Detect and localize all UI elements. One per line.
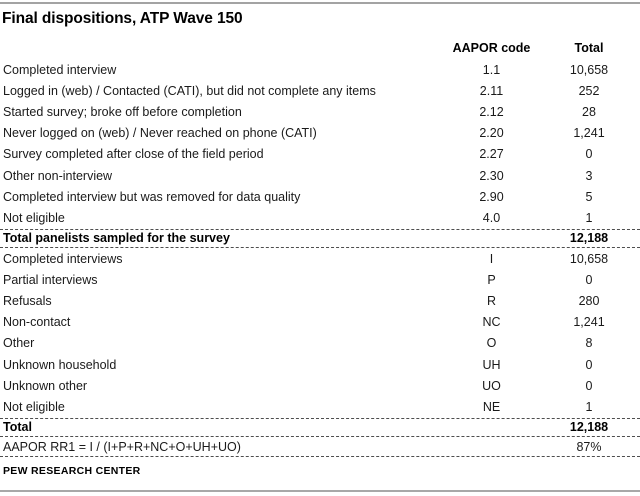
table-row: Refusals R 280 [0,290,640,311]
row-label: Non-contact [3,315,71,330]
top-rule [0,2,640,4]
row-label: Unknown other [3,378,88,393]
row-total: 5 [585,189,593,204]
total-sampled-row: Total panelists sampled for the survey 1… [0,228,640,248]
row-total: 1,241 [573,315,605,330]
table-row: Partial interviews P 0 [0,269,640,290]
table-header-row: AAPOR code Total [0,28,640,59]
row-aapor-code: NC [482,315,501,330]
row-label: Completed interviews [3,251,123,266]
row-label: Total panelists sampled for the survey [3,231,230,246]
row-aapor-code: 2.20 [479,126,504,141]
row-label: AAPOR RR1 = I / (I+P+R+NC+O+UH+UO) [3,439,241,454]
row-label: Completed interview but was removed for … [3,189,301,204]
row-total: 252 [578,83,600,98]
row-label: Not eligible [3,399,65,414]
row-label: Refusals [3,293,52,308]
pew-research-center-wordmark: PEW RESEARCH CENTER [3,465,141,477]
row-total: 0 [585,357,593,372]
table-row: Never logged on (web) / Never reached on… [0,123,640,144]
table-row: Not eligible NE 1 [0,396,640,417]
row-label: Other non-interview [3,168,113,183]
row-total: 8 [585,336,593,351]
row-label: Not eligible [3,210,65,225]
table-row: Unknown household UH 0 [0,354,640,375]
row-label: Logged in (web) / Contacted (CATI), but … [3,83,376,98]
table-row: Other O 8 [0,333,640,354]
row-aapor-code: 2.12 [479,104,504,119]
table-row: Started survey; broke off before complet… [0,101,640,122]
table-row: Non-contact NC 1,241 [0,312,640,333]
row-total: 10,658 [569,62,609,77]
table-row: Not eligible 4.0 1 [0,207,640,228]
row-label: Never logged on (web) / Never reached on… [3,126,317,141]
row-total: 12,188 [569,231,609,246]
row-total: 10,658 [569,251,609,266]
aapor-category-rows: Completed interviews I 10,658 Partial in… [0,248,640,418]
page-title: Final dispositions, ATP Wave 150 [2,10,243,27]
row-total: 1 [585,210,593,225]
row-aapor-code: NE [482,399,501,414]
row-total: 12,188 [569,420,609,435]
column-header-aapor-code: AAPOR code [452,41,531,55]
row-total: 28 [582,104,596,119]
table-row: Completed interview 1.1 10,658 [0,59,640,80]
row-total: 0 [585,147,593,162]
row-label: Started survey; broke off before complet… [3,104,242,119]
row-aapor-code: 2.11 [479,83,504,98]
row-total: 0 [585,378,593,393]
row-aapor-code: UO [482,378,501,393]
row-total: 0 [585,272,593,287]
row-aapor-code: 2.30 [479,168,504,183]
table-row: Logged in (web) / Contacted (CATI), but … [0,80,640,101]
response-rate-row: AAPOR RR1 = I / (I+P+R+NC+O+UH+UO) 87% [0,437,640,457]
row-aapor-code: O [486,336,497,351]
row-label: Survey completed after close of the fiel… [3,147,264,162]
table-row: Survey completed after close of the fiel… [0,144,640,165]
row-aapor-code: I [489,251,494,266]
table-row: Unknown other UO 0 [0,375,640,396]
row-label: Other [3,336,35,351]
table-row: Completed interviews I 10,658 [0,248,640,269]
row-aapor-code: R [486,293,497,308]
table-row: Completed interview but was removed for … [0,186,640,207]
row-label: Partial interviews [3,272,98,287]
row-aapor-code: 2.90 [479,189,504,204]
row-label: Completed interview [3,62,117,77]
column-header-total: Total [574,41,604,55]
bottom-rule [0,490,640,492]
row-total: 1 [585,399,593,414]
row-total: 87% [576,439,602,454]
row-label: Total [3,420,32,435]
row-aapor-code: 1.1 [482,62,501,77]
row-aapor-code: P [487,272,496,287]
disposition-rows: Completed interview 1.1 10,658 Logged in… [0,59,640,229]
row-total: 3 [585,168,593,183]
row-aapor-code: UH [482,357,501,372]
grand-total-row: Total 12,188 [0,417,640,437]
row-total: 280 [578,293,600,308]
row-label: Unknown household [3,357,117,372]
row-aapor-code: 4.0 [482,210,501,225]
table-row: Other non-interview 2.30 3 [0,165,640,186]
row-aapor-code: 2.27 [479,147,504,162]
row-total: 1,241 [573,126,605,141]
